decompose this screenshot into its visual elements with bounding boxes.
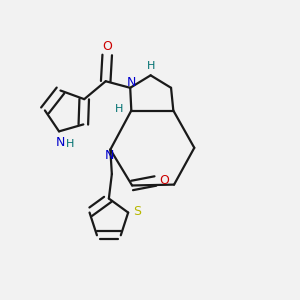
- Text: H: H: [147, 61, 156, 71]
- Text: H: H: [66, 139, 75, 149]
- Text: S: S: [133, 205, 141, 218]
- Text: H: H: [115, 104, 124, 114]
- Text: N: N: [127, 76, 136, 89]
- Text: O: O: [159, 175, 169, 188]
- Text: O: O: [102, 40, 112, 53]
- Text: N: N: [56, 136, 65, 149]
- Text: N: N: [105, 149, 114, 162]
